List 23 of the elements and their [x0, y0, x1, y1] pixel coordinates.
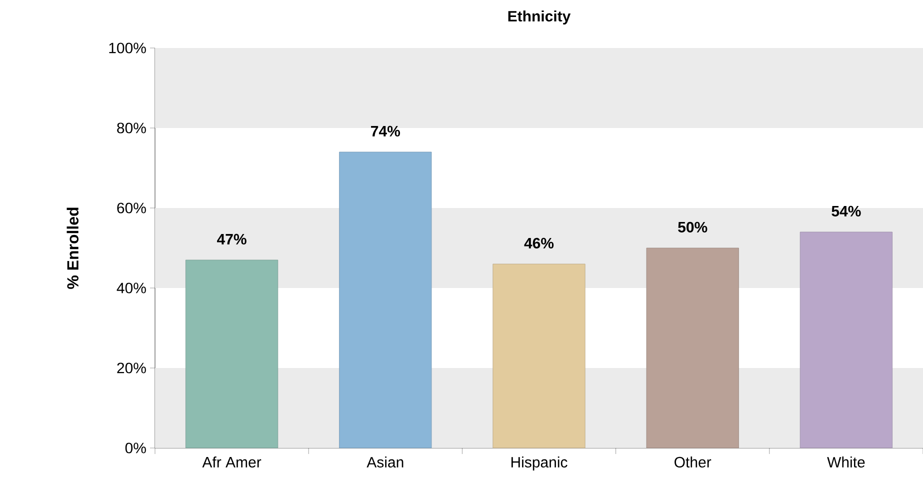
y-tick-label: 0% [125, 442, 146, 454]
x-tick-label: Other [674, 456, 712, 468]
data-label: 54% [832, 206, 861, 216]
bar [800, 232, 892, 448]
y-tick-label: 80% [117, 122, 146, 134]
y-axis-title: % Enrolled [66, 208, 79, 289]
bar [186, 260, 278, 448]
x-tick-label: Asian [366, 456, 404, 468]
chart-title: Ethnicity [508, 10, 571, 24]
data-label: 50% [678, 222, 708, 232]
y-tick-label: 100% [109, 42, 146, 54]
y-tick-label: 60% [117, 202, 146, 214]
bar [339, 152, 432, 448]
bar [646, 248, 739, 448]
data-label: 74% [371, 126, 400, 136]
x-tick-label: White [827, 456, 865, 468]
bar [492, 264, 586, 448]
x-tick-label: Afr Amer [202, 456, 262, 468]
y-tick-label: 20% [117, 362, 146, 374]
data-label: 47% [217, 234, 246, 244]
x-tick-label: Hispanic [511, 456, 568, 470]
data-label: 46% [524, 238, 554, 248]
y-tick-label: 40% [116, 282, 146, 294]
